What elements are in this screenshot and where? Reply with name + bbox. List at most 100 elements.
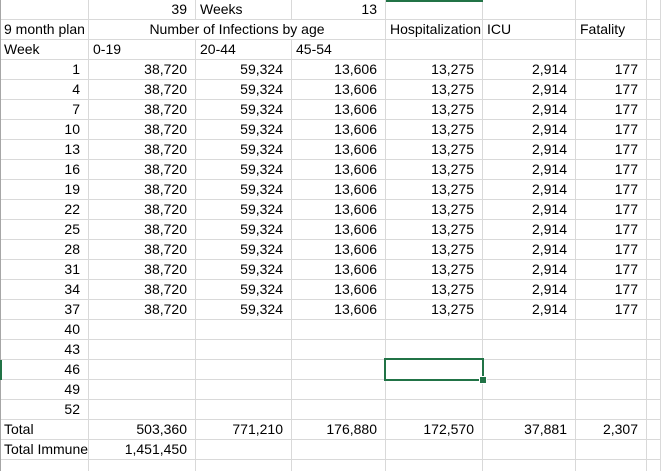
cell-C13[interactable]: 59,324	[196, 240, 292, 260]
cell-F9[interactable]: 2,914	[483, 160, 576, 180]
cell-E13[interactable]: 13,275	[386, 240, 483, 260]
cell-G22[interactable]: 2,307	[576, 420, 647, 440]
cell-H14[interactable]	[647, 260, 661, 280]
cell-B13[interactable]: 38,720	[89, 240, 196, 260]
cell-H23[interactable]	[647, 440, 661, 460]
cell-D22[interactable]: 176,880	[292, 420, 386, 440]
cell-B11[interactable]: 38,720	[89, 200, 196, 220]
cell-C24[interactable]	[196, 460, 292, 471]
cell-B12[interactable]: 38,720	[89, 220, 196, 240]
cell-F11[interactable]: 2,914	[483, 200, 576, 220]
cell-D20[interactable]	[292, 380, 386, 400]
cell-B20[interactable]	[89, 380, 196, 400]
cell-D24[interactable]	[292, 460, 386, 471]
label-age-45-54[interactable]: 45-54	[292, 40, 386, 60]
cell-A10[interactable]: 19	[0, 180, 89, 200]
cell-E18[interactable]	[386, 340, 483, 360]
cell-H13[interactable]	[647, 240, 661, 260]
cell-A19[interactable]: 46	[0, 360, 89, 380]
cell-C22[interactable]: 771,210	[196, 420, 292, 440]
cell-G17[interactable]	[576, 320, 647, 340]
cell-G1[interactable]	[576, 0, 647, 20]
cell-G7[interactable]: 177	[576, 120, 647, 140]
cell-A15[interactable]: 34	[0, 280, 89, 300]
cell-E24[interactable]	[386, 460, 483, 471]
cell-E10[interactable]: 13,275	[386, 180, 483, 200]
cell-G19[interactable]	[576, 360, 647, 380]
cell-B17[interactable]	[89, 320, 196, 340]
cell-F24[interactable]	[483, 460, 576, 471]
cell-D23[interactable]	[292, 440, 386, 460]
selected-cell-outline[interactable]	[384, 358, 487, 384]
cell-D7[interactable]: 13,606	[292, 120, 386, 140]
cell-A20[interactable]: 49	[0, 380, 89, 400]
cell-D15[interactable]: 13,606	[292, 280, 386, 300]
cell-H20[interactable]	[647, 380, 661, 400]
cell-G8[interactable]: 177	[576, 140, 647, 160]
cell-E9[interactable]: 13,275	[386, 160, 483, 180]
cell-B23[interactable]: 1,451,450	[89, 440, 196, 460]
cell-E16[interactable]: 13,275	[386, 300, 483, 320]
cell-H7[interactable]	[647, 120, 661, 140]
cell-C17[interactable]	[196, 320, 292, 340]
cell-C11[interactable]: 59,324	[196, 200, 292, 220]
cell-G18[interactable]	[576, 340, 647, 360]
cell-F8[interactable]: 2,914	[483, 140, 576, 160]
cell-E14[interactable]: 13,275	[386, 260, 483, 280]
cell-A11[interactable]: 22	[0, 200, 89, 220]
cell-C18[interactable]	[196, 340, 292, 360]
cell-A1[interactable]	[0, 0, 89, 20]
cell-A12[interactable]: 25	[0, 220, 89, 240]
cell-A16[interactable]: 37	[0, 300, 89, 320]
cell-E17[interactable]	[386, 320, 483, 340]
cell-H6[interactable]	[647, 100, 661, 120]
cell-A24[interactable]	[0, 460, 89, 471]
cell-F18[interactable]	[483, 340, 576, 360]
cell-H16[interactable]	[647, 300, 661, 320]
cell-C16[interactable]: 59,324	[196, 300, 292, 320]
cell-E7[interactable]: 13,275	[386, 120, 483, 140]
cell-G15[interactable]: 177	[576, 280, 647, 300]
label-age-20-44[interactable]: 20-44	[196, 40, 292, 60]
cell-F23[interactable]	[483, 440, 576, 460]
label-total[interactable]: Total	[0, 420, 89, 440]
cell-D13[interactable]: 13,606	[292, 240, 386, 260]
cell-F15[interactable]: 2,914	[483, 280, 576, 300]
cell-E21[interactable]	[386, 400, 483, 420]
cell-H8[interactable]	[647, 140, 661, 160]
cell-G20[interactable]	[576, 380, 647, 400]
cell-A18[interactable]: 43	[0, 340, 89, 360]
cell-A7[interactable]: 10	[0, 120, 89, 140]
cell-F17[interactable]	[483, 320, 576, 340]
cell-E4[interactable]: 13,275	[386, 60, 483, 80]
cell-F20[interactable]	[483, 380, 576, 400]
cell-H21[interactable]	[647, 400, 661, 420]
cell-B19[interactable]	[89, 360, 196, 380]
cell-B6[interactable]: 38,720	[89, 100, 196, 120]
cell-E1[interactable]	[386, 0, 483, 20]
cell-B8[interactable]: 38,720	[89, 140, 196, 160]
cell-G11[interactable]: 177	[576, 200, 647, 220]
cell-H3[interactable]	[647, 40, 661, 60]
cell-D18[interactable]	[292, 340, 386, 360]
label-9-month-plan[interactable]: 9 month plan	[0, 20, 89, 40]
cell-A5[interactable]: 4	[0, 80, 89, 100]
cell-C1[interactable]: Weeks	[196, 0, 292, 20]
cell-B10[interactable]: 38,720	[89, 180, 196, 200]
cell-B1[interactable]: 39	[89, 0, 196, 20]
cell-F3[interactable]	[483, 40, 576, 60]
cell-E11[interactable]: 13,275	[386, 200, 483, 220]
cell-E12[interactable]: 13,275	[386, 220, 483, 240]
cell-F16[interactable]: 2,914	[483, 300, 576, 320]
cell-G9[interactable]: 177	[576, 160, 647, 180]
cell-H11[interactable]	[647, 200, 661, 220]
cell-C4[interactable]: 59,324	[196, 60, 292, 80]
cell-F10[interactable]: 2,914	[483, 180, 576, 200]
cell-H12[interactable]	[647, 220, 661, 240]
cell-C7[interactable]: 59,324	[196, 120, 292, 140]
cell-F14[interactable]: 2,914	[483, 260, 576, 280]
cell-H1[interactable]	[647, 0, 661, 20]
cell-G16[interactable]: 177	[576, 300, 647, 320]
cell-E5[interactable]: 13,275	[386, 80, 483, 100]
cell-B21[interactable]	[89, 400, 196, 420]
